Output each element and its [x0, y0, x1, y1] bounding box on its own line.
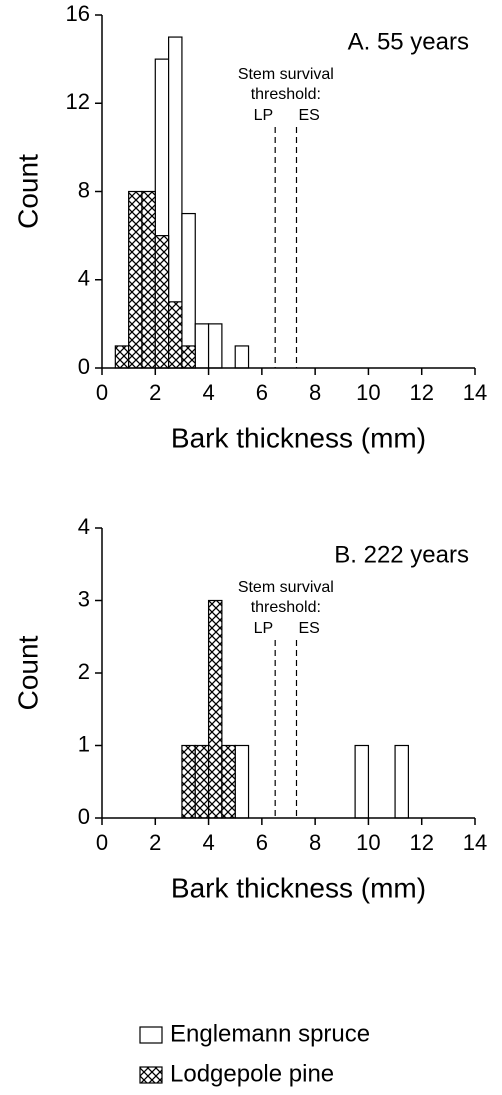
bar — [194, 744, 210, 819]
y-tick-label: 0 — [78, 804, 90, 829]
legend-label: Englemann spruce — [170, 1020, 370, 1047]
y-tick-label: 1 — [78, 731, 90, 756]
x-tick-label: 12 — [409, 830, 433, 855]
bar — [168, 301, 183, 369]
panel-title: B. 222 years — [334, 541, 469, 568]
bar — [181, 212, 196, 369]
y-tick-label: 3 — [78, 586, 90, 611]
y-axis-title: Count — [12, 154, 43, 229]
x-tick-label: 10 — [356, 380, 380, 405]
x-tick-label: 8 — [309, 380, 321, 405]
bar — [114, 345, 130, 369]
x-tick-label: 4 — [202, 830, 214, 855]
bar — [194, 323, 210, 369]
bar — [207, 599, 223, 819]
y-tick-label: 12 — [66, 89, 90, 114]
x-tick-label: 0 — [96, 830, 108, 855]
annotation: Stem survival — [238, 579, 334, 596]
y-tick-label: 4 — [78, 266, 90, 291]
legend-swatch — [139, 1066, 163, 1084]
bar — [221, 744, 236, 819]
bar — [207, 323, 223, 369]
threshold-label: ES — [298, 620, 319, 637]
x-axis-title: Bark thickness (mm) — [171, 872, 426, 903]
bar — [354, 744, 370, 819]
y-tick-label: 8 — [78, 177, 90, 202]
y-tick-label: 4 — [78, 514, 90, 539]
x-tick-label: 2 — [149, 380, 161, 405]
legend-label: Lodgepole pine — [170, 1060, 334, 1087]
y-tick-label: 16 — [66, 1, 90, 26]
y-tick-label: 0 — [78, 354, 90, 379]
bar — [128, 190, 143, 369]
bar — [181, 345, 196, 369]
x-tick-label: 14 — [463, 830, 487, 855]
bar — [394, 744, 409, 819]
threshold-label: LP — [254, 107, 274, 124]
panel-title: A. 55 years — [348, 28, 469, 55]
bar — [234, 744, 250, 819]
y-tick-label: 2 — [78, 659, 90, 684]
x-tick-label: 10 — [356, 830, 380, 855]
annotation: threshold: — [251, 599, 321, 616]
x-tick-label: 0 — [96, 380, 108, 405]
x-axis-title: Bark thickness (mm) — [171, 422, 426, 453]
bar — [234, 345, 250, 369]
legend-swatch — [139, 1026, 163, 1044]
threshold-label: LP — [254, 620, 274, 637]
annotation: Stem survival — [238, 66, 334, 83]
bar — [181, 744, 196, 819]
x-tick-label: 8 — [309, 830, 321, 855]
threshold-label: ES — [298, 107, 319, 124]
x-tick-label: 6 — [256, 830, 268, 855]
x-tick-label: 14 — [463, 380, 487, 405]
x-tick-label: 12 — [409, 380, 433, 405]
x-tick-label: 4 — [202, 380, 214, 405]
x-tick-label: 2 — [149, 830, 161, 855]
bar — [154, 235, 170, 369]
x-tick-label: 6 — [256, 380, 268, 405]
y-axis-title: Count — [12, 635, 43, 710]
bar — [141, 190, 156, 369]
annotation: threshold: — [251, 86, 321, 103]
